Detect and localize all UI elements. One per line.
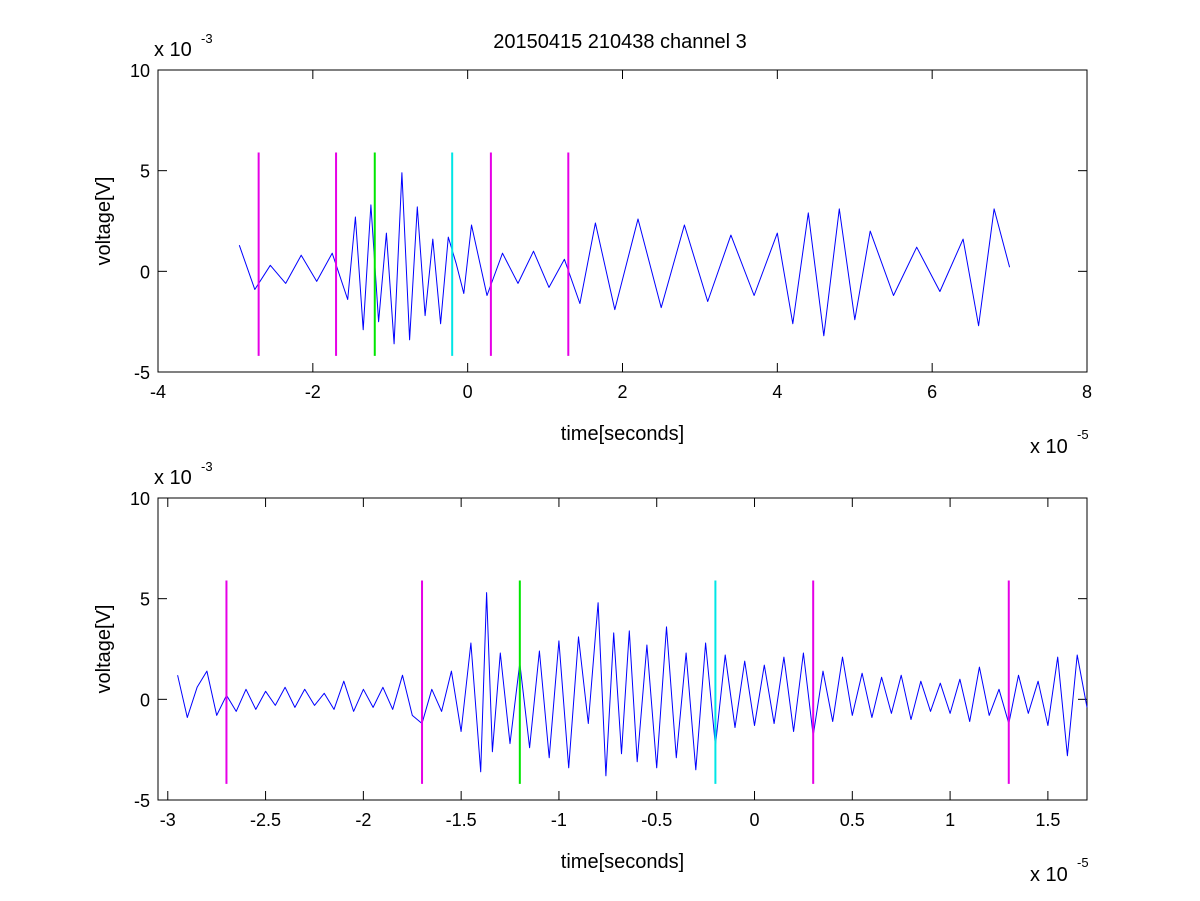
y-tick-label: 5 — [140, 162, 150, 182]
y-tick-label: 5 — [140, 590, 150, 610]
x-tick-label: -0.5 — [641, 810, 672, 830]
x-tick-label: 1 — [945, 810, 955, 830]
y-tick-label: -5 — [134, 791, 150, 811]
y-tick-label: 0 — [140, 690, 150, 710]
y-multiplier: x 10 — [154, 467, 192, 489]
x-tick-label: -2 — [305, 382, 321, 402]
y-multiplier-exponent: -3 — [201, 459, 213, 474]
plot-area — [157, 69, 1088, 373]
bottom-subplot: -3 -2.5 -2 -1.5 -1 -0.5 0 0.5 1 1.5 -5 0 5 10 time[sec… — [93, 459, 1089, 886]
y-tick-label: 0 — [140, 262, 150, 282]
y-multiplier-exponent: -3 — [201, 31, 213, 46]
y-tick-label: 10 — [130, 489, 150, 509]
voltage-trace — [177, 592, 1088, 777]
x-multiplier: x 10 — [1030, 436, 1068, 458]
x-axis-label: time[seconds] — [561, 423, 684, 445]
x-tick-label: 0 — [463, 382, 473, 402]
x-multiplier: x 10 — [1030, 864, 1068, 886]
y-axis-label: voltage[V] — [93, 605, 115, 694]
x-tick-label: 0 — [750, 810, 760, 830]
x-tick-label: -2 — [355, 810, 371, 830]
x-tick-label: -2.5 — [250, 810, 281, 830]
x-multiplier-exponent: -5 — [1077, 855, 1089, 870]
figure-title: 20150415 210438 channel 3 — [493, 31, 747, 53]
top-subplot: -4 -2 0 2 4 6 8 -5 0 5 10 time[seconds] voltage[V] x … — [93, 31, 1092, 458]
x-axis-label: time[seconds] — [561, 851, 684, 873]
x-tick-label: -1 — [551, 810, 567, 830]
x-tick-label: 2 — [617, 382, 627, 402]
x-tick-label: 6 — [927, 382, 937, 402]
x-tick-label: -4 — [150, 382, 166, 402]
x-tick-label: 1.5 — [1035, 810, 1060, 830]
x-tick-label: -3 — [160, 810, 176, 830]
y-axis-label: voltage[V] — [93, 177, 115, 266]
y-tick-label: -5 — [134, 363, 150, 383]
voltage-trace — [238, 172, 1011, 345]
x-multiplier-exponent: -5 — [1077, 427, 1089, 442]
x-tick-label: 8 — [1082, 382, 1092, 402]
x-tick-label: -1.5 — [446, 810, 477, 830]
y-multiplier: x 10 — [154, 39, 192, 61]
x-tick-label: 4 — [772, 382, 782, 402]
x-tick-label: 0.5 — [840, 810, 865, 830]
plot-area — [157, 497, 1088, 801]
y-tick-label: 10 — [130, 61, 150, 81]
